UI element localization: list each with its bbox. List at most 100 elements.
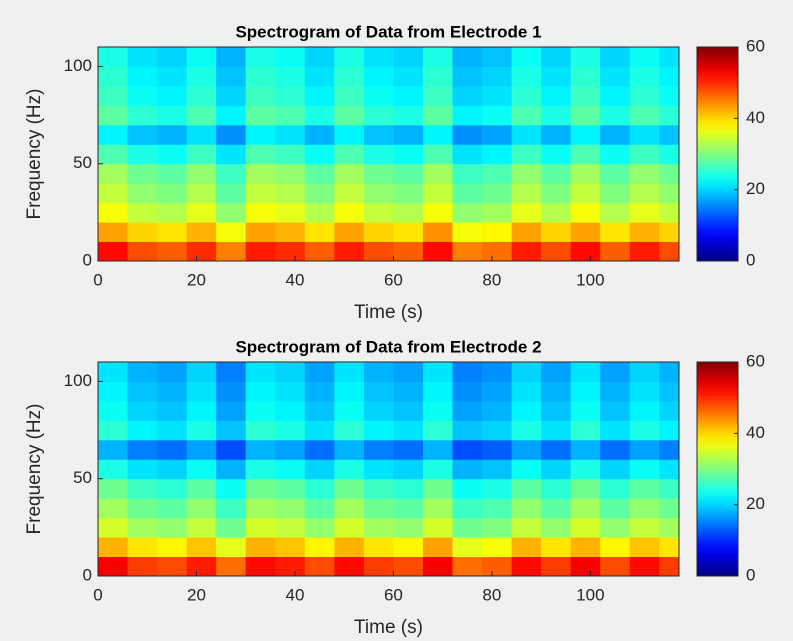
heatmap-cell	[482, 241, 513, 262]
heatmap-cell	[659, 241, 680, 262]
heatmap-cell	[186, 47, 217, 67]
heatmap-cell	[98, 105, 129, 126]
heatmap-cell	[570, 202, 601, 223]
y-tick-label: 100	[64, 56, 92, 75]
heatmap-cell	[334, 163, 365, 184]
heatmap-cell	[127, 439, 158, 460]
heatmap-cell	[98, 517, 129, 538]
heatmap-cell	[334, 459, 365, 480]
heatmap-cell	[629, 163, 660, 184]
heatmap-cell	[186, 144, 217, 165]
heatmap-cell	[393, 85, 424, 106]
heatmap-cell	[275, 183, 306, 204]
x-tick-label: 100	[576, 585, 604, 604]
heatmap-cell	[275, 66, 306, 87]
heatmap-cell	[629, 183, 660, 204]
heatmap-cell	[245, 362, 276, 382]
heatmap-cell	[127, 202, 158, 223]
chart-title: Spectrogram of Data from Electrode 1	[235, 22, 541, 41]
heatmap-cell	[275, 478, 306, 499]
heatmap-cell	[216, 144, 247, 165]
heatmap-cell	[98, 163, 129, 184]
heatmap-cell	[334, 556, 365, 577]
heatmap-cell	[482, 144, 513, 165]
heatmap-cell	[304, 362, 335, 382]
heatmap-cell	[452, 517, 483, 538]
heatmap-cell	[127, 105, 158, 126]
heatmap-cell	[216, 459, 247, 480]
heatmap-cell	[157, 381, 188, 402]
heatmap-cell	[127, 537, 158, 558]
heatmap-cell	[570, 241, 601, 262]
heatmap-cell	[98, 420, 129, 441]
heatmap-cell	[629, 105, 660, 126]
heatmap-cell	[127, 47, 158, 67]
heatmap-cell	[275, 47, 306, 67]
heatmap-cell	[570, 478, 601, 499]
colorbar-tick-label: 60	[746, 351, 765, 370]
heatmap-cell	[275, 400, 306, 421]
heatmap-cell	[363, 478, 394, 499]
heatmap-cell	[659, 381, 680, 402]
heatmap-cell	[422, 222, 454, 243]
heatmap-cell	[511, 202, 542, 223]
heatmap-cell	[275, 222, 306, 243]
heatmap-cell	[363, 47, 394, 67]
heatmap-cell	[186, 459, 217, 480]
x-tick-label: 0	[93, 270, 102, 289]
heatmap-cell	[304, 537, 335, 558]
heatmap-cell	[659, 222, 680, 243]
heatmap-cell	[186, 183, 217, 204]
heatmap-cell	[275, 381, 306, 402]
heatmap-cell	[422, 163, 454, 184]
colorbar-tick-label: 20	[746, 494, 765, 513]
heatmap-cell	[363, 381, 394, 402]
heatmap-cell	[98, 47, 129, 67]
heatmap-cell	[511, 183, 542, 204]
heatmap-cell	[452, 144, 483, 165]
heatmap-cell	[482, 47, 513, 67]
heatmap-cell	[659, 362, 680, 382]
heatmap-cell	[629, 144, 660, 165]
heatmap-cell	[629, 124, 660, 145]
heatmap-cell	[600, 537, 631, 558]
heatmap-cell	[482, 459, 513, 480]
heatmap-cell	[629, 381, 660, 402]
heatmap-cell	[541, 400, 572, 421]
heatmap-cell	[570, 47, 601, 67]
heatmap-cell	[98, 478, 129, 499]
heatmap-cell	[216, 85, 247, 106]
heatmap-cell	[541, 517, 572, 538]
heatmap-cell	[98, 144, 129, 165]
heatmap-cell	[186, 362, 217, 382]
heatmap-cell	[422, 537, 454, 558]
heatmap-cell	[452, 105, 483, 126]
heatmap-cell	[216, 517, 247, 538]
heatmap-cell	[570, 183, 601, 204]
heatmap-cell	[304, 400, 335, 421]
heatmap-cell	[600, 85, 631, 106]
heatmap-cell	[659, 183, 680, 204]
heatmap-cell	[422, 459, 454, 480]
y-tick-label: 100	[64, 371, 92, 390]
heatmap-cell	[245, 66, 276, 87]
heatmap-cell	[422, 556, 454, 577]
heatmap-cell	[245, 144, 276, 165]
colorbar	[696, 361, 739, 577]
heatmap-cell	[186, 478, 217, 499]
heatmap-cell	[98, 66, 129, 87]
heatmap-cell	[511, 537, 542, 558]
heatmap-cell	[570, 66, 601, 87]
heatmap-cell	[245, 556, 276, 577]
heatmap-cell	[570, 420, 601, 441]
heatmap-cell	[363, 362, 394, 382]
heatmap-cell	[245, 47, 276, 67]
heatmap-cell	[511, 144, 542, 165]
heatmap-cell	[600, 47, 631, 67]
heatmap-cell	[482, 202, 513, 223]
heatmap-cell	[422, 144, 454, 165]
x-tick-label: 60	[384, 585, 403, 604]
axes-box	[97, 46, 680, 262]
heatmap-cell	[157, 183, 188, 204]
heatmap-cell	[275, 537, 306, 558]
